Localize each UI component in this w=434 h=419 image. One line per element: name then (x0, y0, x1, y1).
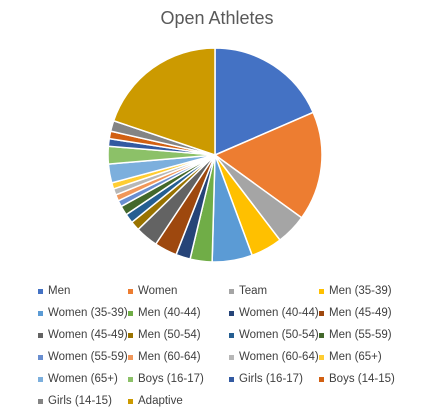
pie-slice (112, 47, 216, 157)
legend-item: Men (40-44) (128, 303, 229, 323)
legend-swatch (128, 288, 133, 294)
legend-item: Boys (14-15) (319, 369, 411, 389)
legend-label: Men (48, 285, 71, 297)
legend-swatch (229, 354, 234, 360)
legend-item: Girls (16-17) (229, 369, 319, 389)
chart-title: Open Athletes (160, 8, 274, 28)
legend-item: Men (60-64) (128, 347, 229, 367)
legend-label: Men (65+) (329, 351, 382, 363)
legend-label: Team (239, 285, 268, 297)
legend-item: Men (50-54) (128, 325, 229, 345)
legend-item: Women (35-39) (38, 303, 128, 323)
pie-chart (107, 47, 323, 263)
legend-item: Women (40-44) (229, 303, 319, 323)
pie-slice (214, 47, 315, 157)
legend-item: Men (55-59) (319, 325, 411, 345)
legend-label: Women (65+) (48, 373, 118, 385)
legend-item: Men (35-39) (319, 281, 411, 301)
legend-label: Adaptive (138, 395, 183, 407)
legend-label: Girls (16-17) (239, 373, 303, 385)
legend-item: Men (38, 281, 128, 301)
legend-swatch (319, 310, 324, 316)
legend-swatch (319, 354, 324, 360)
legend-label: Girls (14-15) (48, 395, 112, 407)
legend-label: Boys (16-17) (138, 373, 204, 385)
legend-label: Men (60-64) (138, 351, 201, 363)
legend-label: Women (40-44) (239, 307, 319, 319)
legend-swatch (229, 332, 234, 338)
legend-swatch (229, 376, 234, 382)
legend-label: Women (35-39) (48, 307, 128, 319)
legend-swatch (319, 288, 324, 294)
legend-label: Men (40-44) (138, 307, 201, 319)
legend-item: Adaptive (128, 391, 229, 411)
legend-swatch (38, 332, 43, 338)
legend-item: Women (55-59) (38, 347, 128, 367)
chart-legend: Men Women Team Men (35-39) Women (35-39) Men … (38, 281, 418, 411)
legend-item: Men (65+) (319, 347, 411, 367)
legend-item: Team (229, 281, 319, 301)
legend-swatch (319, 332, 324, 338)
legend-item: Women (60-64) (229, 347, 319, 367)
legend-item: Women (65+) (38, 369, 128, 389)
legend-label: Men (50-54) (138, 329, 201, 341)
legend-item: Men (45-49) (319, 303, 411, 323)
legend-swatch (128, 332, 133, 338)
legend-item: Women (45-49) (38, 325, 128, 345)
legend-label: Men (55-59) (329, 329, 392, 341)
legend-swatch (38, 354, 43, 360)
legend-swatch (229, 310, 234, 316)
legend-label: Men (45-49) (329, 307, 392, 319)
pie-slice (213, 111, 323, 219)
legend-swatch (128, 376, 133, 382)
legend-label: Women (138, 285, 178, 297)
legend-swatch (38, 398, 43, 404)
legend-label: Men (35-39) (329, 285, 392, 297)
legend-label: Women (60-64) (239, 351, 319, 363)
legend-item: Girls (14-15) (38, 391, 128, 411)
legend-swatch (229, 288, 234, 294)
legend-swatch (38, 376, 43, 382)
legend-swatch (128, 398, 133, 404)
legend-swatch (128, 354, 133, 360)
legend-label: Boys (14-15) (329, 373, 395, 385)
legend-item: Women (128, 281, 229, 301)
legend-swatch (319, 376, 324, 382)
legend-item: Women (50-54) (229, 325, 319, 345)
legend-label: Women (55-59) (48, 351, 128, 363)
legend-swatch (38, 288, 43, 294)
legend-swatch (128, 310, 133, 316)
legend-swatch (38, 310, 43, 316)
legend-label: Women (50-54) (239, 329, 319, 341)
legend-item: Boys (16-17) (128, 369, 229, 389)
legend-label: Women (45-49) (48, 329, 128, 341)
